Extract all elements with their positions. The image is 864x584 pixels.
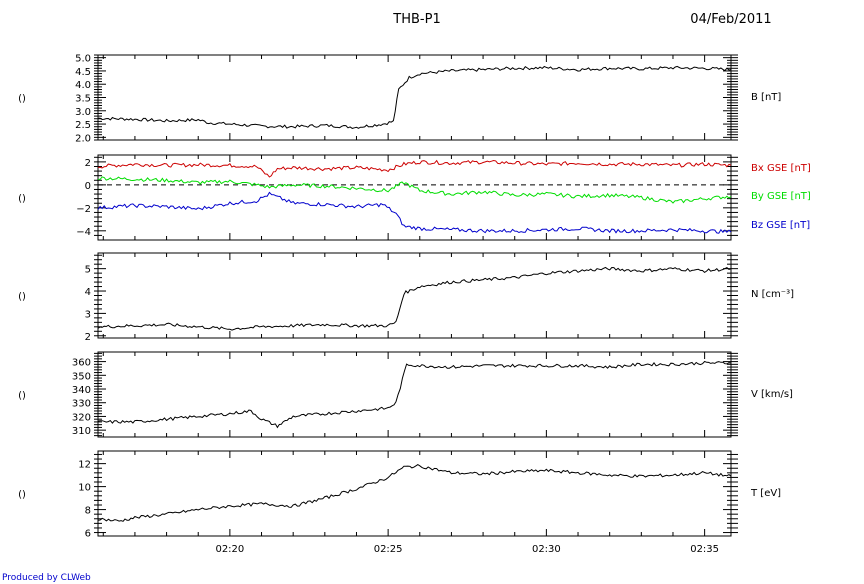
y-tick-label: 310 (72, 426, 91, 437)
x-tick-label: 02:35 (690, 544, 719, 555)
y-tick-label: 3.5 (75, 94, 91, 105)
y-tick-label: 350 (72, 371, 91, 382)
x-tick-label: 02:25 (374, 544, 403, 555)
series-label: B [nT] (751, 92, 781, 103)
y-tick-label: 320 (72, 412, 91, 423)
panel-1: () 2.0 2.5 3.0 3.5 4.0 4.5 5.0 B [nT] (18, 54, 781, 145)
y-tick-label: 12 (78, 460, 91, 471)
y-tick-label: 360 (72, 358, 91, 369)
y-tick-label: 0 (85, 181, 91, 192)
credit-text: Produced by CLWeb (2, 573, 91, 583)
panel-left-label: () (18, 391, 26, 402)
series-line (97, 360, 732, 429)
series-line (97, 176, 732, 204)
series-label: V [km/s] (751, 389, 793, 400)
series-label: By GSE [nT] (751, 191, 811, 202)
panel-frame (97, 154, 732, 241)
series-line (97, 159, 732, 178)
panel-left-label: () (18, 94, 26, 105)
panel-5: () 6 8 10 12 T [eV] (18, 450, 781, 540)
y-tick-label: 2.5 (75, 120, 91, 131)
y-tick-label: 2 (85, 332, 91, 343)
y-tick-label: 3.0 (75, 107, 91, 118)
y-tick-label: 5.0 (75, 54, 91, 65)
x-tick-label: 02:30 (532, 544, 561, 555)
chart-panels: () 2.0 2.5 3.0 3.5 4.0 4.5 5.0 B [nT] () −4 −2 0 2 Bx … (18, 54, 811, 540)
series-label: Bz GSE [nT] (751, 220, 810, 231)
y-tick-label: 330 (72, 399, 91, 410)
x-tick-label: 02:20 (215, 544, 244, 555)
panel-frame (97, 54, 732, 141)
series-line (97, 65, 732, 129)
series-label: T [eV] (750, 488, 781, 499)
series-label: Bx GSE [nT] (751, 163, 811, 174)
y-tick-label: 4 (85, 287, 91, 298)
y-tick-label: −2 (76, 204, 91, 215)
chart-title-spacecraft: THB-P1 (392, 12, 440, 27)
y-tick-label: 2.0 (75, 133, 91, 144)
y-tick-label: 6 (85, 529, 91, 540)
y-tick-label: 4.5 (75, 67, 91, 78)
y-tick-label: 10 (78, 483, 91, 494)
panel-left-label: () (18, 490, 26, 501)
y-tick-label: 5 (85, 265, 91, 276)
chart-title-date: 04/Feb/2011 (690, 12, 771, 27)
y-tick-label: 3 (85, 309, 91, 320)
y-tick-label: −4 (76, 227, 91, 238)
panel-left-label: () (18, 292, 26, 303)
x-axis: 02:20 02:25 02:30 02:35 (215, 544, 719, 555)
panel-3: () 2 3 4 5 N [cm⁻³] (18, 252, 794, 343)
panel-frame (97, 252, 732, 339)
y-tick-label: 340 (72, 385, 91, 396)
series-line (97, 191, 732, 234)
panel-4: () 310 320 330 340 350 360 V [km/s] (18, 351, 793, 438)
y-tick-label: 8 (85, 506, 91, 517)
y-tick-label: 2 (85, 158, 91, 169)
y-tick-label: 4.0 (75, 80, 91, 91)
series-label: N [cm⁻³] (751, 289, 794, 300)
panel-frame (97, 450, 732, 537)
series-line (97, 266, 732, 331)
panel-left-label: () (18, 194, 26, 205)
panel-2: () −4 −2 0 2 Bx GSE [nT] By GSE [nT] Bz GSE [nT… (18, 154, 811, 241)
series-line (97, 464, 732, 522)
